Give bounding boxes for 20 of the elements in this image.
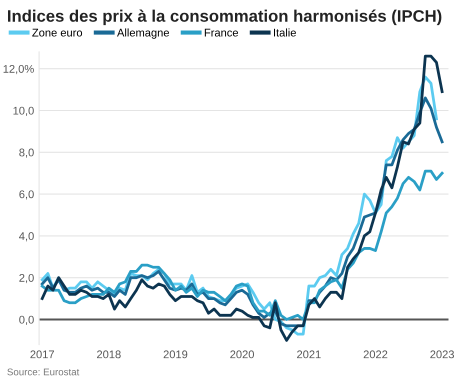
y-tick-label: 6,0 xyxy=(19,190,34,200)
legend-label: Italie xyxy=(274,28,296,37)
chart-title: Indices des prix à la consommation harmonisés (IPCH) xyxy=(8,9,442,26)
x-tick-label: 2017 xyxy=(30,350,54,358)
y-tick-label: 2,0 xyxy=(19,274,34,284)
x-tick-label: 2021 xyxy=(297,350,321,358)
y-tick-label: 4,0 xyxy=(19,232,34,242)
y-tick-label: 0,0 xyxy=(19,316,34,325)
x-tick-label: 2019 xyxy=(164,350,188,358)
x-tick-label: 2018 xyxy=(97,350,121,358)
source-note: Source: Eurostat xyxy=(7,368,80,376)
y-tick-label: 10,0 xyxy=(13,106,34,116)
x-tick-label: 2022 xyxy=(364,350,388,358)
legend-label: France xyxy=(204,28,238,37)
x-tick-label: 2023 xyxy=(430,350,454,358)
x-tick-label: 2020 xyxy=(230,350,254,358)
legend-label: Zone euro xyxy=(32,28,82,37)
y-tick-label: 8,0 xyxy=(19,148,34,158)
y-tick-label: 12,0% xyxy=(4,64,34,74)
legend-label: Allemagne xyxy=(117,28,169,39)
